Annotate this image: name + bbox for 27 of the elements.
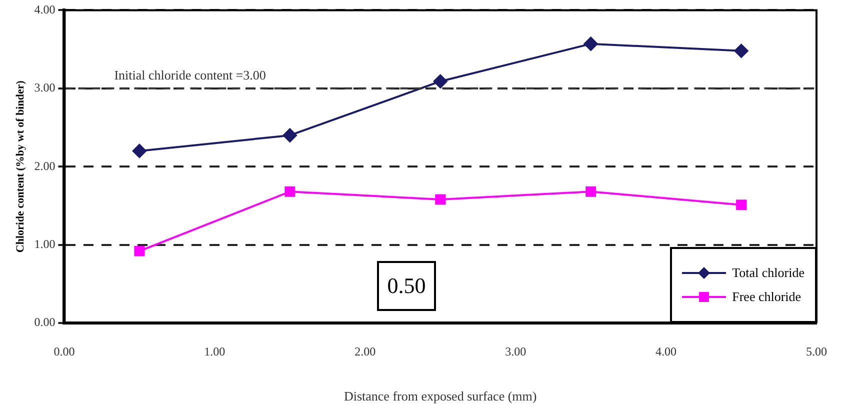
x-axis-title: Distance from exposed surface (mm) <box>344 388 537 404</box>
y-axis-title: Chloride content (%by wt of binder) <box>14 80 26 253</box>
x-tick-label: 2.00 <box>354 344 376 358</box>
x-tick-label: 3.00 <box>505 344 526 358</box>
x-tick-label: 1.00 <box>204 344 226 358</box>
y-tick-label: 3.00 <box>34 80 56 95</box>
point <box>284 186 296 197</box>
annotation: 0.50 <box>377 261 436 311</box>
point <box>734 44 748 58</box>
point <box>584 36 598 51</box>
point <box>134 246 145 256</box>
point <box>586 186 596 197</box>
y-tick-label: 1.00 <box>34 236 56 251</box>
point <box>435 194 446 205</box>
y-tick-label: 4.00 <box>34 2 56 16</box>
point <box>433 74 448 88</box>
y-tick-label: 0.00 <box>34 315 56 330</box>
x-tick-label: 5.00 <box>806 344 827 358</box>
point <box>736 200 747 210</box>
legend-label: Total chloride <box>732 265 804 281</box>
point <box>132 144 146 158</box>
x-tick-label: 4.00 <box>656 344 677 358</box>
x-tick-label: 0.00 <box>54 344 75 358</box>
y-tick-label: 2.00 <box>34 158 56 173</box>
ref-line-label: Initial chloride content =3.00 <box>114 67 266 82</box>
legend-label: Free chloride <box>732 289 802 305</box>
point <box>282 128 297 142</box>
